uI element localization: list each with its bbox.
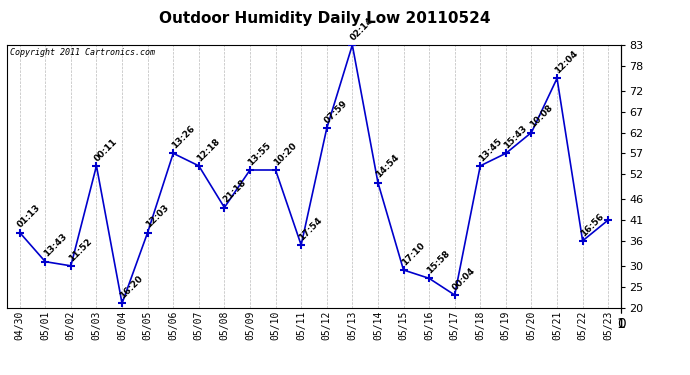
Text: 02:14: 02:14	[348, 16, 375, 42]
Text: 07:59: 07:59	[323, 99, 350, 126]
Text: 10:08: 10:08	[528, 103, 554, 130]
Text: 13:26: 13:26	[170, 124, 196, 150]
Text: 17:10: 17:10	[400, 241, 426, 267]
Text: 13:43: 13:43	[41, 232, 68, 259]
Text: 14:54: 14:54	[375, 153, 401, 180]
Text: 17:54: 17:54	[297, 216, 324, 242]
Text: 11:52: 11:52	[68, 237, 94, 263]
Text: Copyright 2011 Cartronics.com: Copyright 2011 Cartronics.com	[10, 48, 155, 57]
Text: 12:04: 12:04	[553, 49, 580, 75]
Text: Outdoor Humidity Daily Low 20110524: Outdoor Humidity Daily Low 20110524	[159, 11, 490, 26]
Text: 00:11: 00:11	[93, 136, 119, 163]
Text: 10:20: 10:20	[272, 141, 298, 167]
Text: 15:58: 15:58	[426, 249, 452, 276]
Text: 13:45: 13:45	[477, 136, 504, 163]
Text: 16:20: 16:20	[119, 274, 145, 300]
Text: 16:56: 16:56	[579, 211, 606, 238]
Text: 21:18: 21:18	[221, 178, 248, 205]
Text: 00:04: 00:04	[451, 266, 477, 292]
Text: 13:55: 13:55	[246, 141, 273, 167]
Text: 12:18: 12:18	[195, 136, 221, 163]
Text: 01:13: 01:13	[16, 203, 43, 230]
Text: 15:43: 15:43	[502, 124, 529, 150]
Text: 12:03: 12:03	[144, 203, 170, 230]
